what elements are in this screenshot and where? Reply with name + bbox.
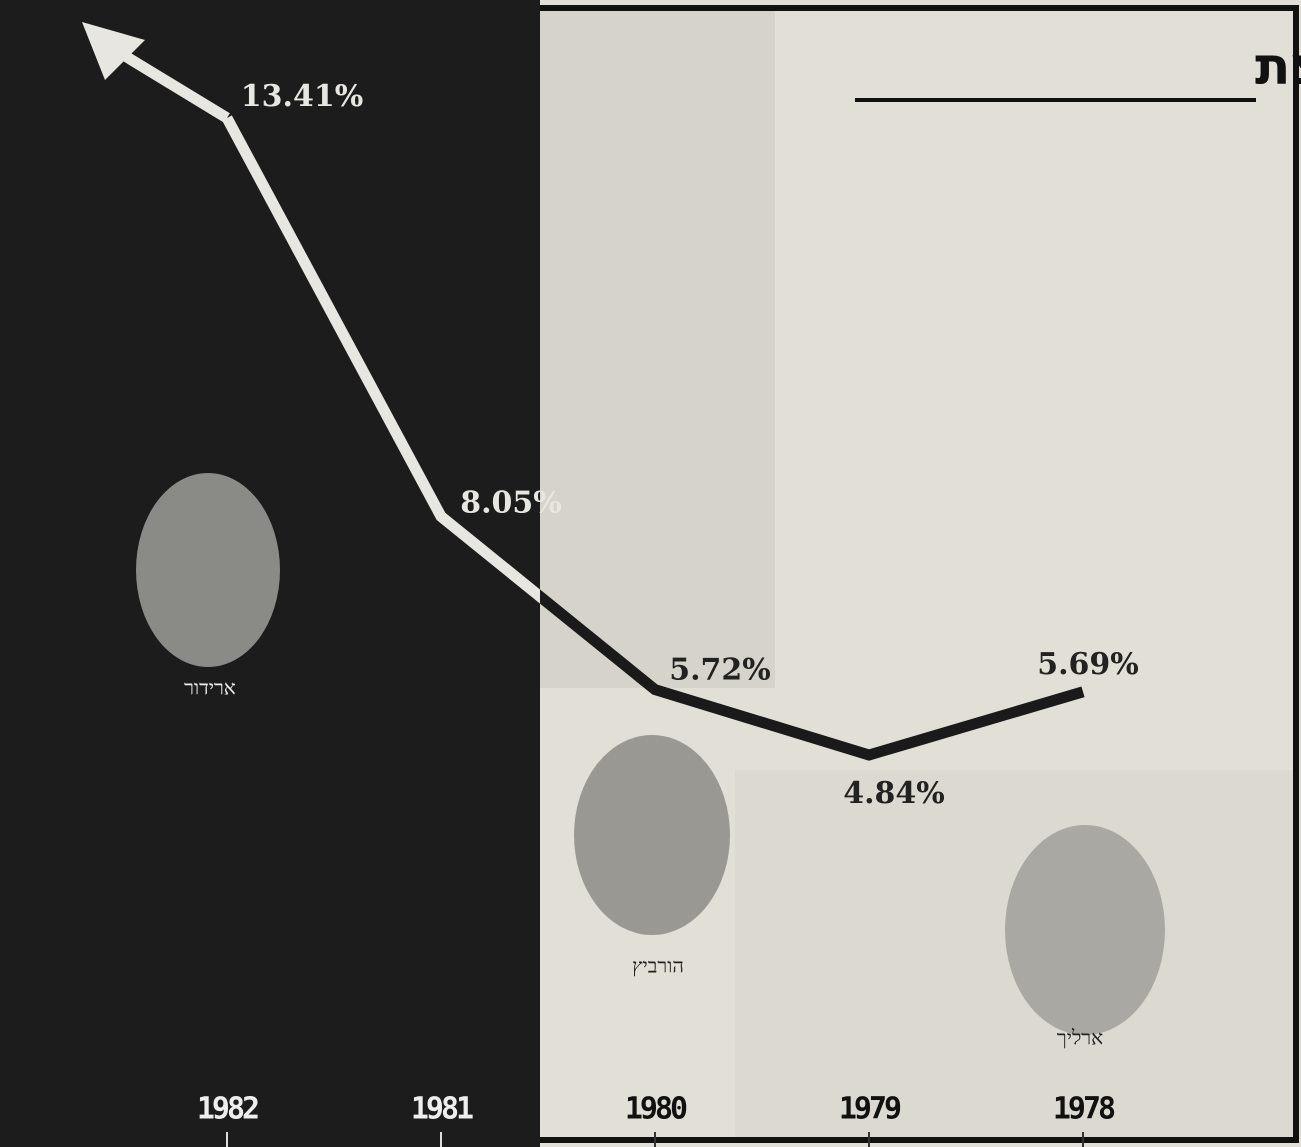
x-tick-label: 1982 xyxy=(197,1092,258,1127)
chart-title: הריבית קופצת xyxy=(1255,37,1301,97)
page: {"chart_data": {"type": "line", "title":… xyxy=(0,0,1301,1147)
x-tick-label: 1981 xyxy=(411,1092,473,1127)
value-label: 13.41% xyxy=(241,79,363,114)
x-tick-label: 1980 xyxy=(625,1092,687,1127)
portrait-caption: ארידור xyxy=(184,678,236,700)
value-label: 5.69% xyxy=(1037,647,1139,682)
portrait xyxy=(1005,825,1165,1035)
chart: הריבית קופצת ארידור הורביץ ארליך 1982 198… xyxy=(0,0,1301,1147)
x-tick-label: 1979 xyxy=(839,1092,901,1127)
value-label: 8.05% xyxy=(460,485,562,520)
portrait-caption: הורביץ xyxy=(632,956,684,978)
portrait xyxy=(574,735,730,935)
portrait xyxy=(136,473,280,667)
x-tick-label: 1978 xyxy=(1053,1092,1115,1127)
value-label: 4.84% xyxy=(843,776,945,811)
portrait-caption: ארליך xyxy=(1057,1028,1103,1050)
value-label: 5.72% xyxy=(669,653,771,688)
panel xyxy=(540,8,775,688)
